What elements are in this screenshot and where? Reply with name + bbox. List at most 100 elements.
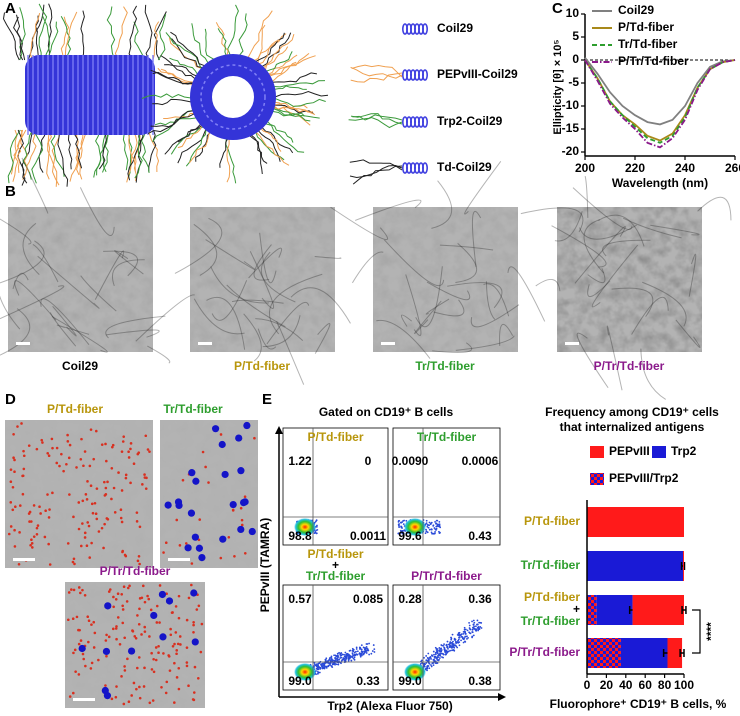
error-bar — [679, 649, 685, 657]
event-dot — [466, 629, 469, 632]
gold-particle-small — [105, 633, 108, 637]
fiber — [583, 219, 604, 274]
gold-particle-small — [40, 438, 44, 442]
event-dot — [315, 519, 318, 522]
gold-particle-small — [120, 489, 124, 492]
gold-particle-small — [178, 635, 182, 638]
gold-particle-small — [11, 485, 15, 489]
gold-particle-small — [177, 687, 181, 691]
event-dot — [365, 645, 368, 648]
side-chain — [348, 114, 403, 121]
gold-particle-small — [12, 456, 15, 459]
gold-particle-small — [36, 524, 40, 527]
side-chain — [268, 55, 316, 76]
fiber — [405, 274, 422, 336]
side-chain — [48, 21, 59, 61]
gold-particle-small — [137, 555, 141, 558]
event-dot — [454, 644, 457, 647]
gold-particle-small — [72, 691, 75, 695]
gold-particle-small — [115, 637, 118, 641]
event-dot — [472, 624, 475, 626]
event-dot — [313, 665, 316, 667]
side-chain — [25, 129, 37, 173]
gold-particle-small — [41, 441, 44, 444]
gold-particle-small — [67, 591, 71, 594]
gold-particle-large — [229, 500, 237, 509]
gold-particle-small — [21, 492, 25, 496]
gold-particle-small — [104, 493, 108, 496]
gold-particle-small — [240, 518, 244, 522]
gold-particle-small — [150, 651, 153, 655]
event-dot — [319, 666, 322, 669]
event-dot — [336, 658, 339, 661]
caption: P/Tr/Td-fiber — [100, 564, 171, 578]
arrow-head — [275, 426, 283, 434]
fiber — [611, 287, 654, 317]
side-chain — [249, 135, 263, 175]
gold-particle-large — [165, 597, 174, 605]
fiber — [414, 300, 442, 335]
event-dot — [358, 646, 361, 649]
gold-particle-small — [199, 650, 203, 654]
fiber — [290, 287, 351, 324]
gold-particle-small — [129, 447, 132, 451]
event-dot — [461, 636, 464, 638]
event-dot — [359, 655, 362, 658]
fiber — [433, 299, 465, 317]
gold-particle-small — [123, 669, 127, 672]
event-dot — [327, 665, 330, 668]
fiber — [103, 250, 139, 277]
side-chain — [69, 129, 84, 182]
gold-particle-small — [126, 586, 130, 590]
density-core — [294, 518, 316, 536]
bar-segment — [632, 595, 684, 625]
fiber — [376, 319, 431, 359]
fiber — [206, 296, 246, 350]
gold-particle-small — [22, 449, 25, 453]
flow-frame — [282, 427, 389, 546]
gold-particle-small — [190, 562, 194, 565]
gold-particle-small — [65, 462, 68, 466]
gold-particle-small — [149, 608, 153, 612]
side-chain — [266, 120, 294, 143]
gold-particle-small — [204, 465, 207, 469]
gold-particle-small — [140, 633, 143, 636]
gold-particle-small — [71, 560, 75, 564]
side-chain — [255, 32, 285, 62]
scale-bar — [565, 342, 579, 345]
event-dot — [324, 658, 327, 661]
gold-particle-large — [219, 535, 227, 543]
side-chain — [273, 80, 326, 88]
side-chain — [114, 6, 128, 61]
gold-particle-small — [129, 481, 132, 485]
gold-particle-small — [47, 454, 51, 458]
event-dot — [426, 657, 429, 659]
event-dot — [455, 640, 457, 643]
legend-swatch — [590, 473, 604, 485]
gold-particle-small — [77, 586, 81, 589]
event-dot — [400, 531, 403, 534]
side-chain — [273, 106, 314, 113]
fiber — [105, 315, 166, 339]
event-dot — [338, 658, 341, 661]
event-dot — [429, 656, 432, 658]
quadrant-value: 99.0 — [288, 674, 312, 688]
quadrant-value: 0.0006 — [462, 454, 499, 468]
gold-particle-small — [138, 607, 141, 611]
y-tick-label: 5 — [572, 29, 579, 43]
gold-particle-small — [104, 639, 108, 642]
gold-particle-small — [120, 450, 124, 453]
gold-particle-small — [75, 615, 79, 619]
quadrant-value: 0.43 — [468, 529, 492, 543]
fiber — [112, 259, 145, 287]
event-dot — [347, 659, 350, 662]
side-chain — [169, 57, 198, 75]
gold-particle-small — [135, 687, 138, 691]
side-chain — [271, 61, 297, 82]
gold-particle-small — [11, 508, 15, 512]
gold-particle-small — [22, 467, 26, 471]
gold-particle-small — [114, 597, 118, 601]
fiber — [80, 275, 117, 312]
gold-particle-small — [107, 590, 111, 593]
gold-particle-small — [113, 511, 117, 514]
